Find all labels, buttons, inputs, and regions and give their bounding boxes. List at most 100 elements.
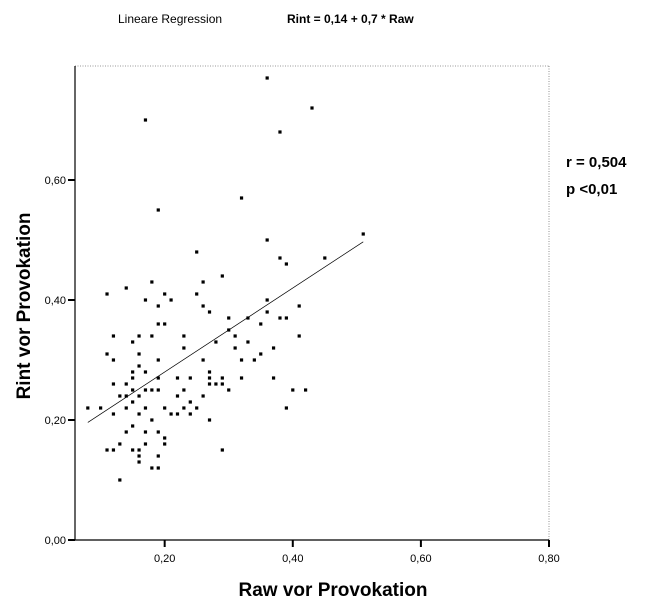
scatter-point: [182, 406, 186, 410]
scatter-point: [124, 406, 128, 410]
scatter-point: [201, 394, 205, 398]
scatter-point: [265, 76, 269, 80]
scatter-point: [99, 406, 103, 410]
scatter-point: [156, 466, 160, 470]
scatter-point: [156, 388, 160, 392]
scatter-point: [271, 376, 276, 380]
scatter-point: [271, 346, 276, 350]
scatter-point: [259, 322, 263, 326]
scatter-point: [201, 304, 205, 308]
correlation-coefficient: r = 0,504: [566, 154, 627, 171]
scatter-point: [156, 376, 160, 380]
scatter-point: [111, 334, 116, 338]
y-tick-label: 0,20: [45, 415, 66, 427]
scatter-point: [265, 310, 269, 314]
scatter-point: [150, 466, 154, 470]
scatter-point: [207, 370, 212, 374]
regression-equation: Rint = 0,14 + 0,7 * Raw: [287, 12, 414, 26]
scatter-point: [227, 388, 231, 392]
scatter-point: [131, 376, 135, 380]
scatter-point: [252, 358, 256, 362]
scatter-point: [105, 352, 109, 356]
scatter-point: [118, 442, 122, 446]
scatter-point: [137, 364, 141, 368]
scatter-point: [163, 322, 167, 326]
scatter-point: [182, 346, 186, 350]
scatter-point: [201, 358, 205, 362]
scatter-point: [175, 394, 180, 398]
regression-line-layer: [87, 241, 364, 423]
scatter-point: [156, 304, 160, 308]
scatter-point: [143, 388, 148, 392]
x-axis-label: Raw vor Provokation: [238, 580, 428, 601]
scatter-point: [150, 418, 154, 422]
scatter-point: [284, 406, 288, 410]
scatter-point: [220, 376, 224, 380]
p-value: p <0,01: [566, 181, 618, 198]
scatter-point: [278, 316, 282, 320]
scatter-point: [169, 412, 173, 416]
scatter-point: [233, 334, 237, 338]
scatter-point: [156, 454, 160, 458]
scatter-point: [291, 388, 295, 392]
scatter-point: [182, 388, 186, 392]
scatter-point: [278, 256, 282, 260]
scatter-point: [118, 394, 122, 398]
scatter-point: [156, 430, 160, 434]
scatter-point: [143, 406, 148, 410]
scatter-point: [137, 460, 141, 464]
scatter-point: [297, 334, 301, 338]
scatter-point: [143, 430, 148, 434]
scatter-point: [150, 334, 154, 338]
scatter-point: [131, 400, 135, 404]
scatter-point: [227, 316, 231, 320]
scatter-point: [86, 406, 90, 410]
scatter-point: [131, 340, 135, 344]
scatter-point: [207, 382, 212, 386]
scatter-point: [220, 382, 224, 386]
scatter-point: [195, 250, 199, 254]
scatter-point: [131, 370, 135, 374]
scatter-point: [131, 388, 135, 392]
scatter-point: [207, 310, 212, 314]
scatter-point: [124, 382, 128, 386]
y-tick-label: 0,60: [45, 175, 66, 187]
scatter-point: [220, 448, 224, 452]
scatter-point: [220, 274, 224, 278]
scatter-point: [207, 418, 212, 422]
scatter-point: [137, 454, 141, 458]
scatter-point: [137, 334, 141, 338]
scatter-point: [163, 436, 167, 440]
scatter-point: [111, 358, 116, 362]
scatter-point: [137, 412, 141, 416]
x-tick-label: 0,40: [282, 553, 303, 565]
scatter-point: [111, 382, 116, 386]
scatter-point: [163, 292, 167, 296]
scatter-point: [163, 442, 167, 446]
regression-line: [87, 241, 364, 423]
scatter-point: [246, 316, 250, 320]
y-tick-label: 0,40: [45, 295, 66, 307]
scatter-point: [137, 394, 141, 398]
scatter-point: [124, 430, 128, 434]
scatter-point: [297, 304, 301, 308]
scatter-point: [239, 376, 244, 380]
x-tick-label: 0,20: [154, 553, 175, 565]
scatter-point: [188, 400, 192, 404]
scatter-point: [182, 334, 186, 338]
scatter-point: [143, 118, 148, 122]
scatter-point: [156, 358, 160, 362]
scatter-point: [156, 322, 160, 326]
scatter-point: [278, 130, 282, 134]
scatter-point: [227, 328, 231, 332]
scatter-point: [131, 424, 135, 428]
scatter-point: [284, 262, 288, 266]
scatter-point: [303, 388, 308, 392]
scatter-point: [195, 292, 199, 296]
x-tick-label: 0,80: [538, 553, 559, 565]
scatter-point: [188, 376, 192, 380]
scatter-point: [323, 256, 327, 260]
scatter-point: [105, 448, 109, 452]
scatter-point: [137, 352, 141, 356]
data-points: [86, 76, 365, 482]
